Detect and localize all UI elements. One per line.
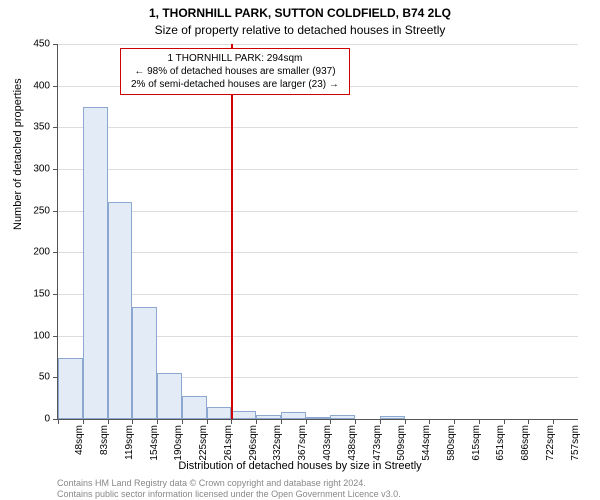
annotation-line3: 2% of semi-detached houses are larger (2… <box>131 78 339 91</box>
y-tick-label: 200 <box>33 247 50 258</box>
x-tick-label: 48sqm <box>74 425 85 465</box>
histogram-bar <box>231 411 256 419</box>
y-tick-label: 400 <box>33 80 50 91</box>
x-tick-label: 722sqm <box>545 425 556 465</box>
x-tick-label: 83sqm <box>99 425 110 465</box>
y-tick <box>53 127 58 128</box>
y-tick-label: 450 <box>33 39 50 50</box>
grid-line <box>58 294 578 295</box>
x-tick <box>182 419 183 424</box>
x-tick-label: 438sqm <box>347 425 358 465</box>
x-tick-label: 686sqm <box>520 425 531 465</box>
x-tick-label: 509sqm <box>396 425 407 465</box>
x-tick-label: 651sqm <box>495 425 506 465</box>
x-tick <box>157 419 158 424</box>
histogram-bar <box>281 412 306 419</box>
x-tick <box>454 419 455 424</box>
y-tick-label: 150 <box>33 289 50 300</box>
x-tick-label: 190sqm <box>173 425 184 465</box>
page-title: 1, THORNHILL PARK, SUTTON COLDFIELD, B74… <box>0 0 600 22</box>
x-tick <box>281 419 282 424</box>
y-tick <box>53 44 58 45</box>
x-tick <box>553 419 554 424</box>
grid-line <box>58 127 578 128</box>
x-tick-label: 296sqm <box>248 425 259 465</box>
x-tick <box>132 419 133 424</box>
histogram-bar <box>306 417 331 419</box>
reference-line <box>231 44 233 419</box>
y-tick-label: 250 <box>33 205 50 216</box>
x-tick <box>83 419 84 424</box>
y-tick <box>53 169 58 170</box>
x-tick-label: 225sqm <box>198 425 209 465</box>
x-tick <box>380 419 381 424</box>
x-tick <box>306 419 307 424</box>
histogram-bar <box>132 307 157 420</box>
x-tick-label: 473sqm <box>372 425 383 465</box>
x-tick <box>108 419 109 424</box>
annotation-line1: 1 THORNHILL PARK: 294sqm <box>131 52 339 65</box>
y-axis-title: Number of detached properties <box>12 78 24 230</box>
x-tick <box>504 419 505 424</box>
histogram-bar <box>256 415 281 419</box>
attribution-line2: Contains public sector information licen… <box>57 489 401 500</box>
x-tick <box>207 419 208 424</box>
x-tick-label: 615sqm <box>471 425 482 465</box>
y-tick-label: 350 <box>33 122 50 133</box>
grid-line <box>58 169 578 170</box>
histogram-bar <box>58 358 83 419</box>
x-tick <box>231 419 232 424</box>
grid-line <box>58 211 578 212</box>
x-tick-label: 367sqm <box>297 425 308 465</box>
page-subtitle: Size of property relative to detached ho… <box>0 22 600 37</box>
x-tick <box>429 419 430 424</box>
histogram-bar <box>83 107 108 420</box>
y-tick-label: 300 <box>33 164 50 175</box>
y-tick-label: 0 <box>44 414 50 425</box>
histogram-bar <box>157 373 182 419</box>
grid-line <box>58 44 578 45</box>
attribution-text: Contains HM Land Registry data © Crown c… <box>57 478 401 500</box>
grid-line <box>58 252 578 253</box>
x-tick-label: 403sqm <box>322 425 333 465</box>
histogram-bar <box>108 202 133 419</box>
x-tick <box>256 419 257 424</box>
x-axis-title: Distribution of detached houses by size … <box>0 460 600 472</box>
x-tick-label: 757sqm <box>570 425 581 465</box>
y-tick-label: 100 <box>33 330 50 341</box>
x-tick <box>479 419 480 424</box>
histogram-bar <box>330 415 355 419</box>
x-tick-label: 544sqm <box>421 425 432 465</box>
x-tick <box>330 419 331 424</box>
x-tick <box>355 419 356 424</box>
x-tick <box>405 419 406 424</box>
histogram-bar <box>182 396 207 419</box>
x-tick-label: 154sqm <box>149 425 160 465</box>
histogram-bar <box>207 407 232 420</box>
y-tick <box>53 211 58 212</box>
x-tick-label: 119sqm <box>124 425 135 465</box>
x-tick-label: 261sqm <box>223 425 234 465</box>
annotation-line2: ← 98% of detached houses are smaller (93… <box>131 65 339 78</box>
y-tick <box>53 86 58 87</box>
x-tick-label: 580sqm <box>446 425 457 465</box>
y-tick <box>53 294 58 295</box>
attribution-line1: Contains HM Land Registry data © Crown c… <box>57 478 401 489</box>
histogram-bar <box>380 416 405 419</box>
chart-plot-area: 05010015020025030035040045048sqm83sqm119… <box>57 44 578 420</box>
annotation-box: 1 THORNHILL PARK: 294sqm ← 98% of detach… <box>120 48 350 95</box>
x-tick-label: 332sqm <box>272 425 283 465</box>
x-tick <box>528 419 529 424</box>
y-tick <box>53 252 58 253</box>
y-tick <box>53 336 58 337</box>
x-tick <box>58 419 59 424</box>
y-tick-label: 50 <box>39 372 50 383</box>
